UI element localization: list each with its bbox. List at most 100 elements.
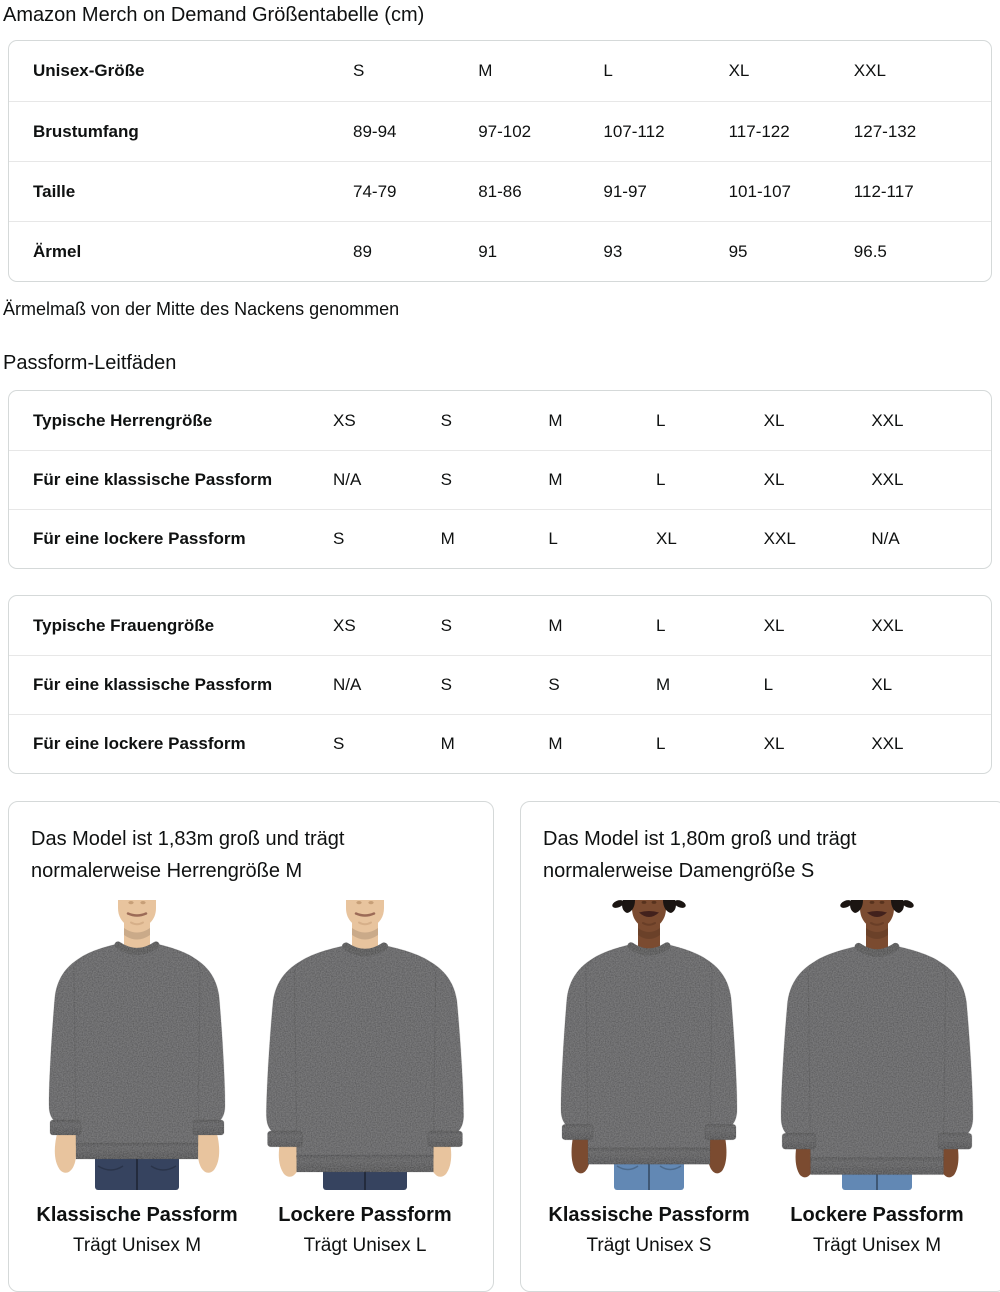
table-cell: 91-97 [603, 181, 647, 201]
model-photo-male-loose-fit [265, 900, 465, 1190]
head [612, 900, 686, 954]
table-cell: XL [871, 675, 893, 694]
table-row: Typische Frauengröße XS S M L XL XXL [9, 596, 991, 655]
table-row: Taille 74-79 81-86 91-97 101-107 112-117 [9, 161, 991, 221]
table-cell: M [548, 734, 563, 753]
column-header: L [603, 61, 613, 80]
sleeve-measure-note: Ärmelmaß von der Mitte des Nackens genom… [3, 299, 400, 319]
figure-classic-fit: Klassische Passform Trägt Unisex M [31, 900, 243, 1258]
table-row: Für eine klassische Passform N/A S S M L… [9, 655, 991, 714]
table-cell: 107-112 [603, 121, 665, 141]
table-cell: L [655, 410, 666, 430]
figure-loose-fit: Lockere Passform Trägt Unisex M [771, 900, 983, 1258]
table-cell: 89 [353, 241, 372, 261]
row-label: Brustumfang [33, 121, 139, 141]
table-cell: 97-102 [478, 121, 532, 141]
model-photos: Klassische Passform Trägt Unisex M [31, 900, 471, 1258]
figure-loose-fit: Lockere Passform Trägt Unisex L [259, 900, 471, 1258]
column-header: XXL [853, 61, 886, 80]
unisex-size-table: Unisex-Größe S M L XL XXL Brustumfang 89… [8, 40, 992, 282]
table-cell: S [440, 470, 452, 489]
page-title: Amazon Merch on Demand Größentabelle (cm… [3, 4, 425, 26]
hands [571, 1132, 727, 1174]
table-cell: S [440, 675, 452, 694]
model-photo-female-loose-fit [780, 900, 974, 1190]
model-card-men: Das Model ist 1,83m groß und trägt norma… [8, 801, 494, 1292]
table-cell: L [763, 675, 774, 694]
table-cell: XXL [763, 529, 796, 548]
size-worn-label: Trägt Unisex M [812, 1235, 942, 1256]
table-cell: L [548, 529, 558, 548]
table-cell: XL [655, 529, 677, 548]
table-cell: M [548, 470, 563, 489]
row-label: Typische Frauengröße [33, 615, 215, 635]
womens-fit-table: Typische Frauengröße XS S M L XL XXL Für… [8, 595, 992, 774]
mens-fit-table: Typische Herrengröße XS S M L XL XXL Für… [8, 390, 992, 569]
table-cell: S [548, 675, 560, 694]
column-header: S [353, 61, 365, 80]
table-row: Brustumfang 89-94 97-102 107-112 117-122… [9, 101, 991, 161]
table-cell: M [440, 734, 455, 753]
head [840, 900, 914, 954]
table-cell: XL [763, 615, 785, 635]
model-photo-female-classic-fit [560, 900, 738, 1190]
row-label: Für eine klassische Passform [33, 675, 273, 694]
table-cell: M [440, 529, 455, 548]
fit-label: Lockere Passform [790, 1204, 964, 1226]
table-cell: L [655, 615, 666, 635]
table-row: Für eine lockere Passform S M L XL XXL N… [9, 509, 991, 568]
column-header: M [478, 61, 493, 80]
table-cell: 127-132 [853, 121, 917, 141]
table-cell: M [548, 615, 563, 635]
size-worn-label: Trägt Unisex S [586, 1235, 712, 1256]
table-row: Typische Herrengröße XS S M L XL XXL [9, 391, 991, 450]
model-description: Das Model ist 1,83m groß und trägt norma… [31, 828, 345, 882]
table-cell: S [333, 529, 345, 548]
table-cell: S [440, 615, 452, 635]
table-cell: 89-94 [353, 121, 397, 141]
table-cell: N/A [333, 675, 362, 694]
row-label: Für eine klassische Passform [33, 470, 273, 489]
table-cell: M [548, 410, 563, 430]
fit-guides-title: Passform-Leitfäden [3, 352, 177, 374]
size-worn-label: Trägt Unisex M [72, 1235, 202, 1256]
table-cell: XXL [871, 410, 904, 430]
column-header: Unisex-Größe [33, 61, 145, 80]
table-cell: S [333, 734, 345, 753]
table-cell: M [655, 675, 671, 694]
table-cell: N/A [333, 470, 362, 489]
table-cell: 95 [728, 241, 748, 261]
table-row: Ärmel 89 91 93 95 96.5 [9, 221, 991, 281]
table-cell: XS [333, 410, 356, 430]
table-cell: XL [763, 470, 785, 489]
size-worn-label: Trägt Unisex L [303, 1235, 427, 1256]
table-cell: XL [763, 410, 785, 430]
row-label: Typische Herrengröße [33, 410, 213, 430]
sweatshirt [265, 942, 465, 1173]
row-label: Ärmel [33, 241, 82, 261]
fit-example-cards: Das Model ist 1,83m groß und trägt norma… [8, 801, 1000, 1292]
table-cell: S [440, 410, 452, 430]
table-cell: 101-107 [728, 181, 791, 201]
model-photos: Klassische Passform Trägt Unisex S [543, 900, 983, 1258]
table-cell: L [655, 734, 666, 753]
table-cell: L [655, 470, 666, 489]
table-header-row: Unisex-Größe S M L XL XXL [9, 41, 991, 101]
figure-classic-fit: Klassische Passform Trägt Unisex S [543, 900, 755, 1258]
column-header: XL [728, 61, 750, 80]
table-cell: XXL [871, 734, 904, 753]
table-cell: 74-79 [353, 181, 397, 201]
table-cell: 96.5 [853, 241, 887, 261]
table-cell: XXL [871, 470, 904, 489]
table-row: Für eine klassische Passform N/A S M L X… [9, 450, 991, 509]
fit-label: Klassische Passform [36, 1204, 238, 1226]
fit-label: Klassische Passform [548, 1204, 750, 1226]
row-label: Für eine lockere Passform [33, 529, 246, 548]
table-cell: XL [763, 734, 785, 753]
table-cell: N/A [871, 529, 900, 548]
table-row: Für eine lockere Passform S M M L XL XXL [9, 714, 991, 773]
fit-label: Lockere Passform [278, 1204, 452, 1226]
model-card-women: Das Model ist 1,80m groß und trägt norma… [520, 801, 1000, 1292]
table-cell: XS [333, 615, 356, 635]
